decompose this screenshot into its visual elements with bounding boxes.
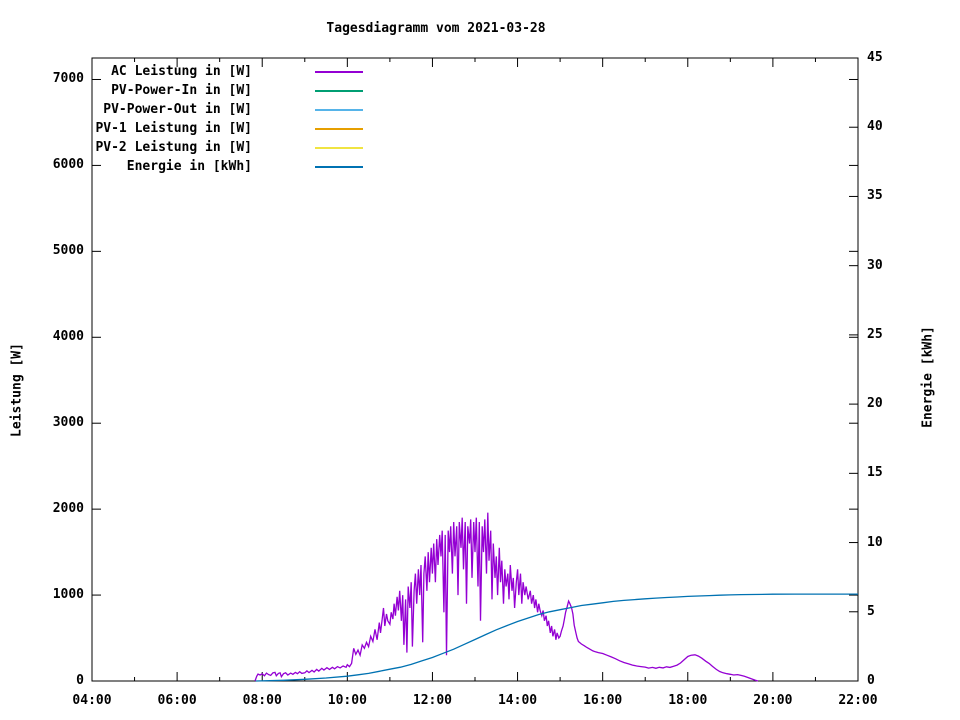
x-tick-label: 08:00 — [242, 693, 282, 708]
legend-line-sample — [315, 127, 363, 130]
y-left-tick-label: 4000 — [52, 329, 84, 345]
legend-line-sample — [315, 70, 363, 73]
x-tick-label: 18:00 — [668, 693, 708, 708]
legend-item: AC Leistung in [W] — [82, 62, 363, 81]
y-left-tick-label: 1000 — [52, 587, 84, 603]
legend-item: Energie in [kWh] — [82, 157, 363, 176]
legend-item-label: PV-Power-Out in [W] — [103, 102, 252, 117]
y-left-tick-label: 3000 — [52, 415, 84, 431]
y-left-tick-label: 6000 — [52, 157, 84, 173]
y-left-tick-label: 2000 — [52, 501, 84, 517]
legend-line-sample — [315, 165, 363, 168]
y-right-tick-label: 30 — [867, 257, 883, 273]
x-tick-label: 14:00 — [497, 693, 538, 708]
legend-line-sample — [315, 108, 363, 111]
y-left-tick-label: 7000 — [52, 71, 84, 87]
y-right-tick-label: 10 — [867, 534, 883, 550]
chart-title: Tagesdiagramm vom 2021-03-28 — [326, 21, 546, 36]
y-right-tick-label: 5 — [867, 603, 875, 619]
y-right-axis-label: Energie [kWh] — [920, 326, 936, 428]
y-left-tick-label: 0 — [76, 673, 84, 688]
legend-item: PV-Power-Out in [W] — [82, 100, 363, 119]
y-right-tick-label: 35 — [867, 188, 883, 204]
x-tick-label: 10:00 — [327, 693, 367, 708]
legend-item-label: Energie in [kWh] — [126, 159, 252, 174]
y-right-tick-label: 15 — [867, 465, 883, 481]
y-right-tick-label: 0 — [867, 673, 875, 688]
y-right-tick-label: 40 — [867, 119, 883, 135]
legend-item: PV-Power-In in [W] — [82, 81, 363, 100]
y-right-tick-label: 20 — [867, 396, 883, 412]
x-tick-label: 06:00 — [157, 693, 197, 708]
x-tick-label: 12:00 — [412, 693, 453, 708]
legend-item: PV-2 Leistung in [W] — [82, 138, 363, 157]
legend-item: PV-1 Leistung in [W] — [82, 119, 363, 138]
y-left-axis-label: Leistung [W] — [9, 343, 25, 437]
legend: AC Leistung in [W] PV-Power-In in [W] PV… — [82, 62, 363, 176]
y-left-tick-label: 5000 — [52, 243, 84, 259]
x-tick-label: 16:00 — [583, 693, 623, 708]
y-right-tick-label: 45 — [867, 50, 883, 65]
legend-item-label: AC Leistung in [W] — [111, 64, 252, 79]
energie-line — [255, 593, 858, 682]
legend-item-label: PV-1 Leistung in [W] — [95, 121, 252, 136]
x-tick-label: 20:00 — [753, 693, 793, 708]
legend-line-sample — [315, 146, 363, 149]
ac-power-line — [254, 512, 759, 682]
legend-item-label: PV-2 Leistung in [W] — [95, 140, 252, 155]
y-right-tick-label: 25 — [867, 326, 883, 342]
legend-line-sample — [315, 89, 363, 92]
legend-item-label: PV-Power-In in [W] — [111, 83, 252, 98]
x-tick-label: 22:00 — [838, 693, 878, 708]
x-tick-label: 04:00 — [72, 693, 112, 708]
